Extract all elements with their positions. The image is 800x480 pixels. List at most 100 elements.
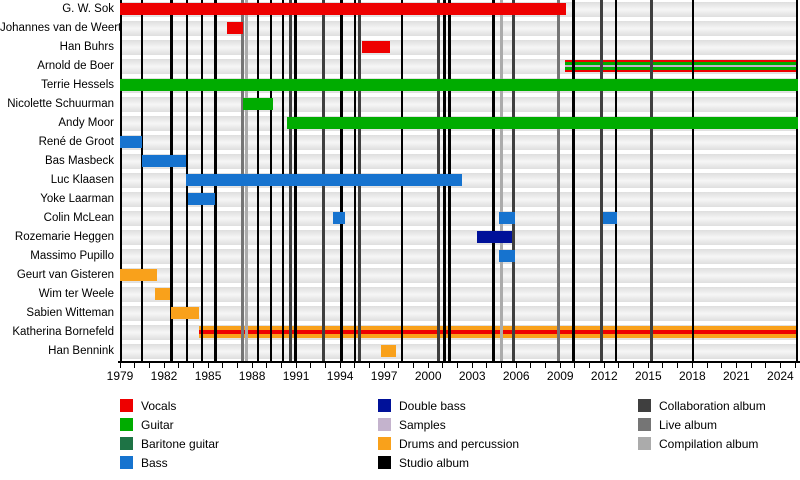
- timeline-bar: [287, 117, 798, 129]
- x-axis-tick: [794, 363, 796, 368]
- legend-swatch-live-album: [638, 418, 651, 431]
- bar-stripe-guitar: [243, 98, 273, 110]
- timeline-bar: [498, 250, 515, 262]
- x-axis-tick-label: 2003: [458, 369, 486, 383]
- legend-label: Vocals: [141, 399, 177, 413]
- legend-label: Double bass: [399, 399, 466, 413]
- x-axis-tick: [779, 363, 781, 368]
- timeline-bar: [187, 193, 216, 205]
- member-label: René de Groot: [38, 136, 114, 148]
- album-line-studio: [572, 0, 575, 361]
- x-axis-tick: [721, 363, 723, 368]
- timeline-bar: [155, 288, 170, 300]
- x-axis-tick: [691, 363, 693, 368]
- x-axis-tick: [662, 363, 664, 368]
- member-label: Andy Moor: [58, 117, 114, 129]
- legend-label: Compilation album: [659, 437, 759, 451]
- member-label: Colin McLean: [43, 212, 114, 224]
- album-line-live: [557, 0, 561, 361]
- member-label: Katherina Bornefeld: [12, 326, 114, 338]
- timeline-bar: [120, 269, 157, 281]
- plot-border: [120, 0, 122, 361]
- member-label: Luc Klaasen: [50, 174, 114, 186]
- bar-stripe-drums: [199, 334, 798, 338]
- x-axis-tick-label: 1994: [326, 369, 354, 383]
- legend-swatch-compilation-album: [638, 437, 651, 450]
- row-band: [120, 306, 798, 321]
- x-axis-tick: [324, 363, 326, 368]
- x-axis-tick: [251, 363, 253, 368]
- x-axis-tick-label: 1997: [370, 369, 398, 383]
- legend-swatch-guitar: [120, 418, 133, 431]
- album-line-studio: [691, 0, 695, 361]
- timeline-bar: [120, 79, 798, 91]
- legend-swatch-collaboration-album: [638, 399, 651, 412]
- album-line-collaboration: [599, 0, 603, 361]
- x-axis-tick: [222, 363, 224, 368]
- timeline-bar: [120, 136, 142, 148]
- row-band: [120, 97, 798, 112]
- member-label: Yoke Laarman: [40, 193, 114, 205]
- x-axis-tick: [442, 363, 444, 368]
- row-band: [120, 344, 798, 359]
- x-axis-tick: [178, 363, 180, 368]
- x-axis-tick: [589, 363, 591, 368]
- bar-stripe-vocals: [564, 69, 798, 72]
- x-axis-tick: [515, 363, 517, 368]
- x-axis-tick-label: 2009: [546, 369, 574, 383]
- x-axis-tick-label: 1988: [238, 369, 266, 383]
- bar-stripe-samples: [564, 64, 798, 68]
- x-axis-tick: [295, 363, 297, 368]
- legend-swatch-drums-and-percussion: [378, 437, 391, 450]
- bar-stripe-bass: [332, 212, 345, 224]
- x-axis-tick-label: 1979: [106, 369, 134, 383]
- x-axis-tick: [471, 363, 473, 368]
- bar-stripe-drums: [171, 307, 200, 319]
- member-label: Sabien Witteman: [26, 307, 114, 319]
- x-axis-tick: [266, 363, 268, 368]
- x-axis-tick: [603, 363, 605, 368]
- member-label: Nicolette Schuurman: [7, 98, 114, 110]
- member-label: Massimo Pupillo: [30, 250, 114, 262]
- x-axis-tick: [677, 363, 679, 368]
- x-axis-tick: [119, 363, 121, 368]
- x-axis-tick: [545, 363, 547, 368]
- x-axis-tick-label: 2006: [502, 369, 530, 383]
- x-axis-tick: [530, 363, 532, 368]
- x-axis-tick: [486, 363, 488, 368]
- album-line-studio: [170, 0, 173, 361]
- legend-label: Studio album: [399, 456, 470, 470]
- x-axis-tick: [148, 363, 150, 368]
- timeline-bar: [120, 3, 567, 15]
- timeline-bar: [171, 307, 200, 319]
- legend-swatch-bass: [120, 456, 133, 469]
- legend-label: Guitar: [141, 418, 174, 432]
- x-axis-tick: [501, 363, 503, 368]
- bar-stripe-vocals: [199, 330, 798, 334]
- row-band: [120, 249, 798, 264]
- bar-stripe-bass: [120, 136, 142, 148]
- album-line-studio: [492, 0, 495, 361]
- x-axis-tick: [192, 363, 194, 368]
- timeline-bar: [332, 212, 345, 224]
- x-axis-line: [118, 361, 800, 363]
- member-label: Han Buhrs: [59, 41, 114, 53]
- timeline-bar: [476, 231, 512, 243]
- x-axis-tick: [383, 363, 385, 368]
- x-axis-tick: [765, 363, 767, 368]
- row-band: [120, 192, 798, 207]
- x-axis-tick: [633, 363, 635, 368]
- x-axis-tick: [134, 363, 136, 368]
- plot-border: [796, 0, 798, 361]
- x-axis-tick: [574, 363, 576, 368]
- row-band: [120, 287, 798, 302]
- x-axis-tick: [339, 363, 341, 368]
- x-axis-tick: [310, 363, 312, 368]
- bar-stripe-drums: [155, 288, 170, 300]
- legend-swatch-studio-album: [378, 456, 391, 469]
- x-axis-tick: [750, 363, 752, 368]
- member-label: Arnold de Boer: [37, 60, 114, 72]
- bar-stripe-guitar: [287, 117, 798, 129]
- x-axis-tick: [559, 363, 561, 368]
